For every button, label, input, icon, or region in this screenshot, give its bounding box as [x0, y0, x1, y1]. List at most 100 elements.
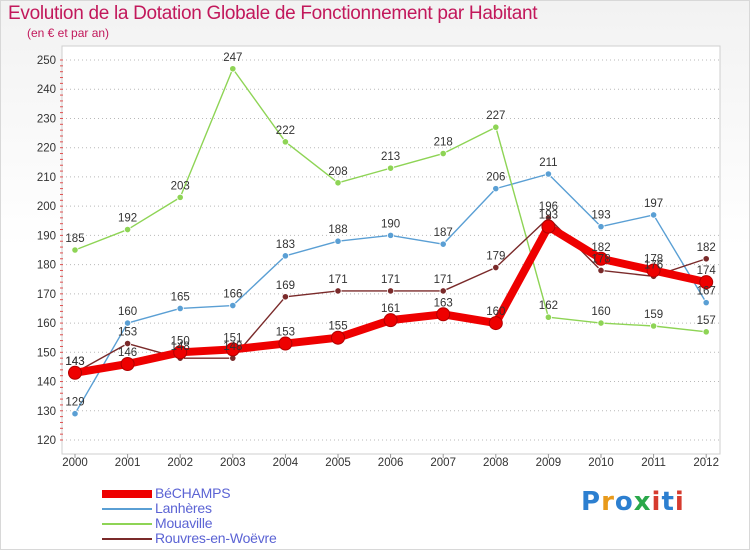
x-tick-label: 2006	[378, 457, 404, 469]
data-point	[68, 365, 82, 380]
data-point	[383, 313, 398, 328]
logo-letter: x	[633, 487, 652, 517]
legend-label: BéCHAMPS	[155, 485, 231, 501]
data-label: 227	[486, 110, 505, 122]
data-point	[597, 223, 605, 231]
y-tick-label: 120	[37, 435, 56, 447]
y-tick-label: 130	[37, 406, 56, 418]
logo-letter: r	[601, 487, 615, 517]
data-point	[124, 225, 132, 234]
data-label: 151	[223, 332, 242, 344]
y-tick-label: 220	[37, 143, 56, 155]
data-label: 190	[381, 218, 400, 230]
data-label: 167	[697, 286, 716, 298]
data-label: 206	[486, 172, 505, 184]
x-tick-label: 2008	[483, 457, 509, 469]
data-point	[386, 231, 395, 239]
data-point	[544, 170, 553, 178]
y-tick-label: 140	[37, 377, 56, 389]
data-point	[331, 330, 345, 345]
data-label: 148	[223, 341, 242, 353]
data-point	[120, 357, 135, 371]
x-tick-label: 2004	[273, 457, 299, 469]
data-point	[544, 313, 553, 321]
x-tick-label: 2001	[115, 457, 141, 469]
y-tick-label: 160	[37, 318, 56, 330]
data-point	[492, 123, 500, 131]
data-label: 193	[591, 210, 610, 222]
data-label: 163	[434, 297, 453, 309]
data-label: 218	[434, 137, 453, 149]
data-label: 162	[539, 300, 558, 312]
data-point	[646, 263, 661, 278]
y-tick-label: 190	[37, 230, 56, 242]
data-label: 160	[591, 306, 610, 318]
data-point	[649, 211, 658, 219]
proxiti-logo: Proxiti	[581, 487, 685, 517]
data-point	[334, 179, 342, 187]
data-point	[281, 293, 289, 301]
data-point	[281, 252, 289, 260]
data-label: 187	[434, 227, 453, 239]
legend-swatch	[102, 490, 152, 498]
data-point	[594, 251, 608, 266]
logo-letter: t	[661, 487, 675, 517]
data-point	[702, 255, 710, 263]
data-point	[278, 336, 293, 351]
data-point	[439, 240, 447, 248]
data-point	[229, 65, 237, 73]
x-tick-label: 2002	[167, 457, 193, 469]
data-label: 148	[171, 341, 190, 353]
x-tick-label: 2010	[588, 457, 614, 469]
data-label: 159	[644, 309, 663, 321]
data-label: 182	[697, 242, 716, 254]
data-label: 213	[381, 151, 400, 163]
data-point	[386, 164, 395, 172]
data-label: 197	[644, 198, 663, 210]
data-label: 153	[276, 327, 295, 339]
x-tick-label: 2000	[62, 457, 88, 469]
data-label: 174	[697, 265, 717, 277]
data-label: 171	[381, 274, 400, 286]
logo-letter: o	[614, 487, 634, 517]
data-point	[71, 410, 79, 418]
data-label: 185	[65, 233, 84, 245]
data-label: 169	[276, 280, 295, 292]
data-label: 178	[591, 253, 610, 265]
data-point	[702, 299, 710, 307]
logo-letter: i	[651, 487, 662, 517]
data-label: 155	[328, 321, 347, 333]
data-label: 192	[118, 213, 137, 225]
data-label: 165	[171, 291, 190, 303]
data-point	[702, 328, 710, 336]
data-point	[439, 287, 447, 295]
data-point	[492, 263, 500, 272]
data-point	[225, 342, 240, 357]
data-point	[649, 322, 658, 330]
data-point	[334, 287, 342, 295]
data-point	[439, 149, 447, 158]
y-tick-label: 210	[37, 172, 56, 184]
data-point	[281, 138, 289, 146]
x-tick-label: 2003	[220, 457, 246, 469]
data-label: 179	[486, 251, 505, 263]
data-label: 196	[539, 201, 558, 213]
data-label: 143	[65, 356, 84, 368]
chart-title: Evolution de la Dotation Globale de Fonc…	[8, 3, 538, 24]
data-label: 208	[328, 166, 347, 178]
data-point	[386, 287, 395, 295]
data-point	[597, 266, 605, 275]
logo-letter: P	[581, 487, 602, 517]
data-label: 193	[539, 210, 558, 222]
chart-subtitle: (en € et par an)	[27, 26, 110, 40]
data-point	[436, 307, 451, 322]
data-label: 160	[118, 306, 137, 318]
data-label: 161	[381, 303, 400, 315]
data-point	[173, 345, 188, 360]
data-label: 143	[65, 356, 84, 368]
data-label: 183	[276, 239, 295, 251]
data-label: 171	[434, 274, 453, 286]
data-label: 146	[118, 347, 137, 359]
legend-swatch	[102, 523, 152, 525]
y-tick-label: 250	[37, 55, 56, 67]
